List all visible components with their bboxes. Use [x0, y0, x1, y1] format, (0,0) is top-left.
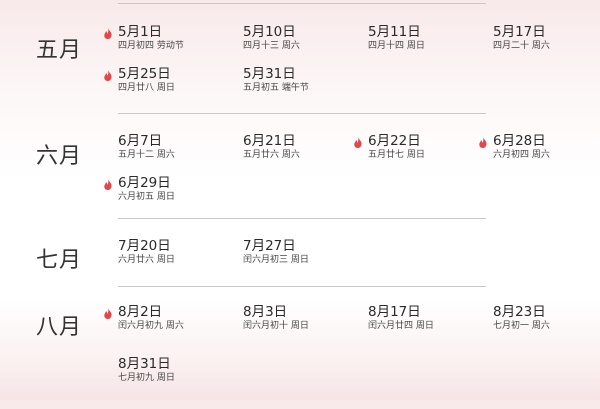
- date-text: 6月22日: [368, 133, 421, 149]
- date-text: 8月2日: [118, 304, 163, 320]
- date-entry[interactable]: 6月29日 六月初五 周日: [104, 176, 229, 218]
- date-entry[interactable]: 5月1日 四月初四 劳动节: [104, 25, 229, 67]
- date-entry[interactable]: 7月27日 闰六月初三 周日: [229, 239, 354, 281]
- flame-icon: [479, 137, 487, 148]
- date-text: 6月29日: [118, 175, 171, 191]
- lunar-date-text: 四月二十 周六: [493, 41, 550, 51]
- date-entry[interactable]: 6月7日 五月十二 周六: [104, 134, 229, 176]
- date-entry[interactable]: 5月25日 四月廿八 周日: [104, 67, 229, 109]
- date-text: 8月3日: [243, 304, 288, 320]
- divider: [118, 3, 486, 4]
- divider: [118, 218, 486, 219]
- lunar-date-text: 五月廿六 周六: [243, 150, 300, 160]
- date-entry[interactable]: 8月31日 七月初九 周日: [104, 357, 229, 409]
- date-entry[interactable]: 6月28日 六月初四 周六: [479, 134, 600, 176]
- date-entry[interactable]: 8月23日 七月初一 周六: [479, 305, 600, 357]
- month-label: 五月: [36, 38, 83, 63]
- lunar-date-text: 闰六月廿四 周日: [368, 321, 434, 331]
- date-text: 7月20日: [118, 238, 171, 254]
- lunar-date-text: 四月廿八 周日: [118, 83, 175, 93]
- lunar-date-text: 七月初一 周六: [493, 321, 550, 331]
- date-grid: 6月7日 五月十二 周六 6月21日 五月廿六 周六 6月22日 五月廿七 周日 6月28日…: [104, 134, 600, 218]
- lunar-date-text: 七月初九 周日: [118, 373, 175, 383]
- date-entry[interactable]: 6月21日 五月廿六 周六: [229, 134, 354, 176]
- date-entry[interactable]: 6月22日 五月廿七 周日: [354, 134, 479, 176]
- date-entry[interactable]: 5月17日 四月二十 周六: [479, 25, 600, 67]
- date-text: 5月1日: [118, 24, 163, 40]
- date-grid: 5月1日 四月初四 劳动节 5月10日 四月十三 周六 5月11日 四月十四 周日 5月17…: [104, 25, 600, 109]
- lunar-date-text: 六月廿六 周日: [118, 255, 175, 265]
- lunar-date-text: 四月初四 劳动节: [118, 41, 184, 51]
- flame-icon: [354, 137, 362, 148]
- divider: [118, 286, 486, 287]
- date-text: 6月28日: [493, 133, 546, 149]
- lunar-date-text: 闰六月初九 周六: [118, 321, 184, 331]
- date-grid: 7月20日 六月廿六 周日 7月27日 闰六月初三 周日: [104, 239, 600, 281]
- date-text: 5月31日: [243, 66, 296, 82]
- date-text: 6月21日: [243, 133, 296, 149]
- date-text: 6月7日: [118, 133, 163, 149]
- flame-icon: [104, 70, 112, 81]
- date-text: 5月25日: [118, 66, 171, 82]
- date-entry[interactable]: 5月11日 四月十四 周日: [354, 25, 479, 67]
- lunar-date-text: 五月初五 端午节: [243, 83, 309, 93]
- month-label: 六月: [36, 144, 83, 169]
- lunar-date-text: 六月初五 周日: [118, 192, 175, 202]
- date-grid: 8月2日 闰六月初九 周六 8月3日 闰六月初十 周日 8月17日 闰六月廿四 周日 8月2…: [104, 305, 600, 409]
- date-entry[interactable]: 5月31日 五月初五 端午节: [229, 67, 354, 109]
- lunar-date-text: 四月十三 周六: [243, 41, 300, 51]
- flame-icon: [104, 179, 112, 190]
- divider: [118, 113, 486, 114]
- date-text: 8月23日: [493, 304, 546, 320]
- lunar-date-text: 五月十二 周六: [118, 150, 175, 160]
- date-text: 7月27日: [243, 238, 296, 254]
- date-text: 8月17日: [368, 304, 421, 320]
- date-entry[interactable]: 5月10日 四月十三 周六: [229, 25, 354, 67]
- date-entry[interactable]: 7月20日 六月廿六 周日: [104, 239, 229, 281]
- flame-icon: [104, 28, 112, 39]
- lunar-date-text: 闰六月初三 周日: [243, 255, 309, 265]
- date-text: 5月17日: [493, 24, 546, 40]
- date-text: 5月11日: [368, 24, 421, 40]
- month-label: 七月: [36, 248, 83, 273]
- date-entry[interactable]: 8月17日 闰六月廿四 周日: [354, 305, 479, 357]
- lunar-date-text: 六月初四 周六: [493, 150, 550, 160]
- month-label: 八月: [36, 315, 83, 340]
- date-text: 5月10日: [243, 24, 296, 40]
- flame-icon: [104, 308, 112, 319]
- lunar-date-text: 闰六月初十 周日: [243, 321, 309, 331]
- date-entry[interactable]: 8月3日 闰六月初十 周日: [229, 305, 354, 357]
- date-entry[interactable]: 8月2日 闰六月初九 周六: [104, 305, 229, 357]
- lunar-date-text: 四月十四 周日: [368, 41, 425, 51]
- lunar-date-text: 五月廿七 周日: [368, 150, 425, 160]
- date-text: 8月31日: [118, 356, 171, 372]
